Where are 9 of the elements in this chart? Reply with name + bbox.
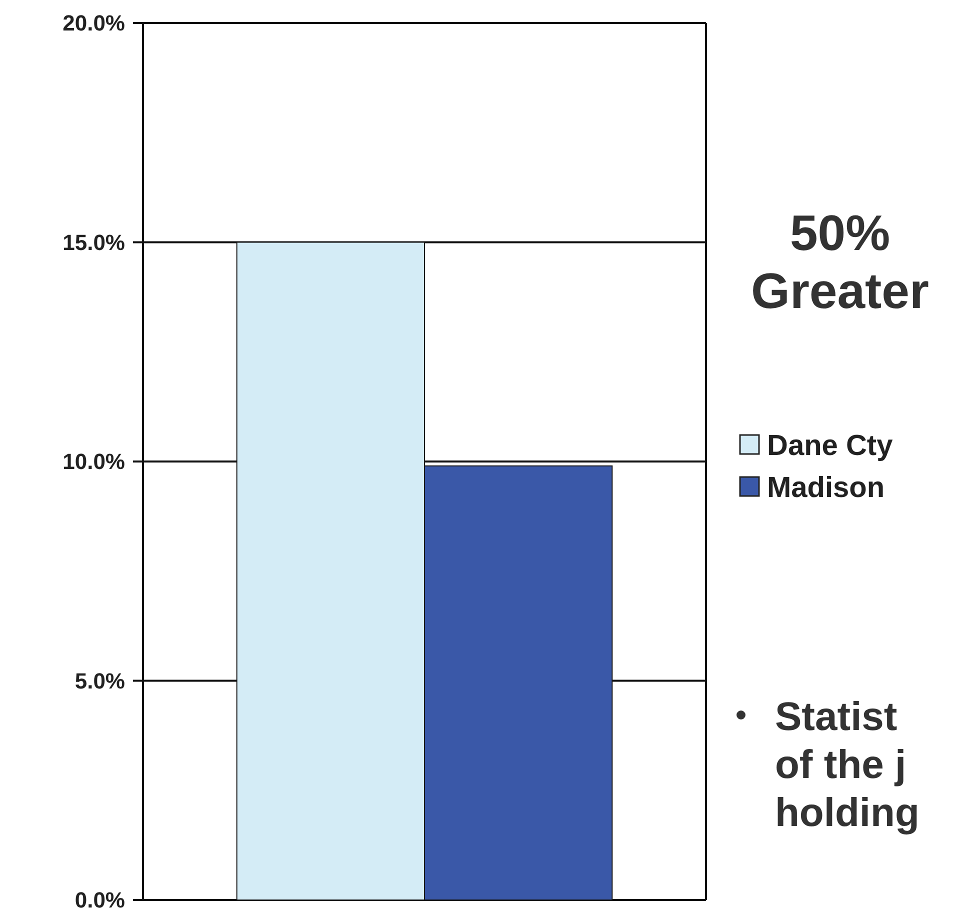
y-tick-label: 20.0% — [62, 10, 125, 36]
y-tick-label: 0.0% — [74, 888, 125, 913]
y-tick-label: 15.0% — [62, 230, 125, 255]
legend-label: Madison — [767, 472, 885, 504]
text: 50% Greater — [751, 205, 929, 319]
legend-label: Dane Cty — [767, 430, 893, 462]
y-tick-label: 5.0% — [74, 668, 125, 694]
y-tick-label: 10.0% — [62, 449, 125, 474]
text: Statist of the j holding — [775, 695, 920, 835]
